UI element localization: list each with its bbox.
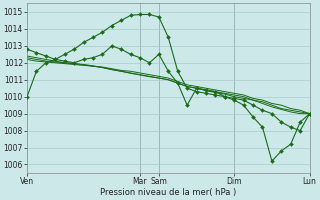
X-axis label: Pression niveau de la mer( hPa ): Pression niveau de la mer( hPa )	[100, 188, 236, 197]
